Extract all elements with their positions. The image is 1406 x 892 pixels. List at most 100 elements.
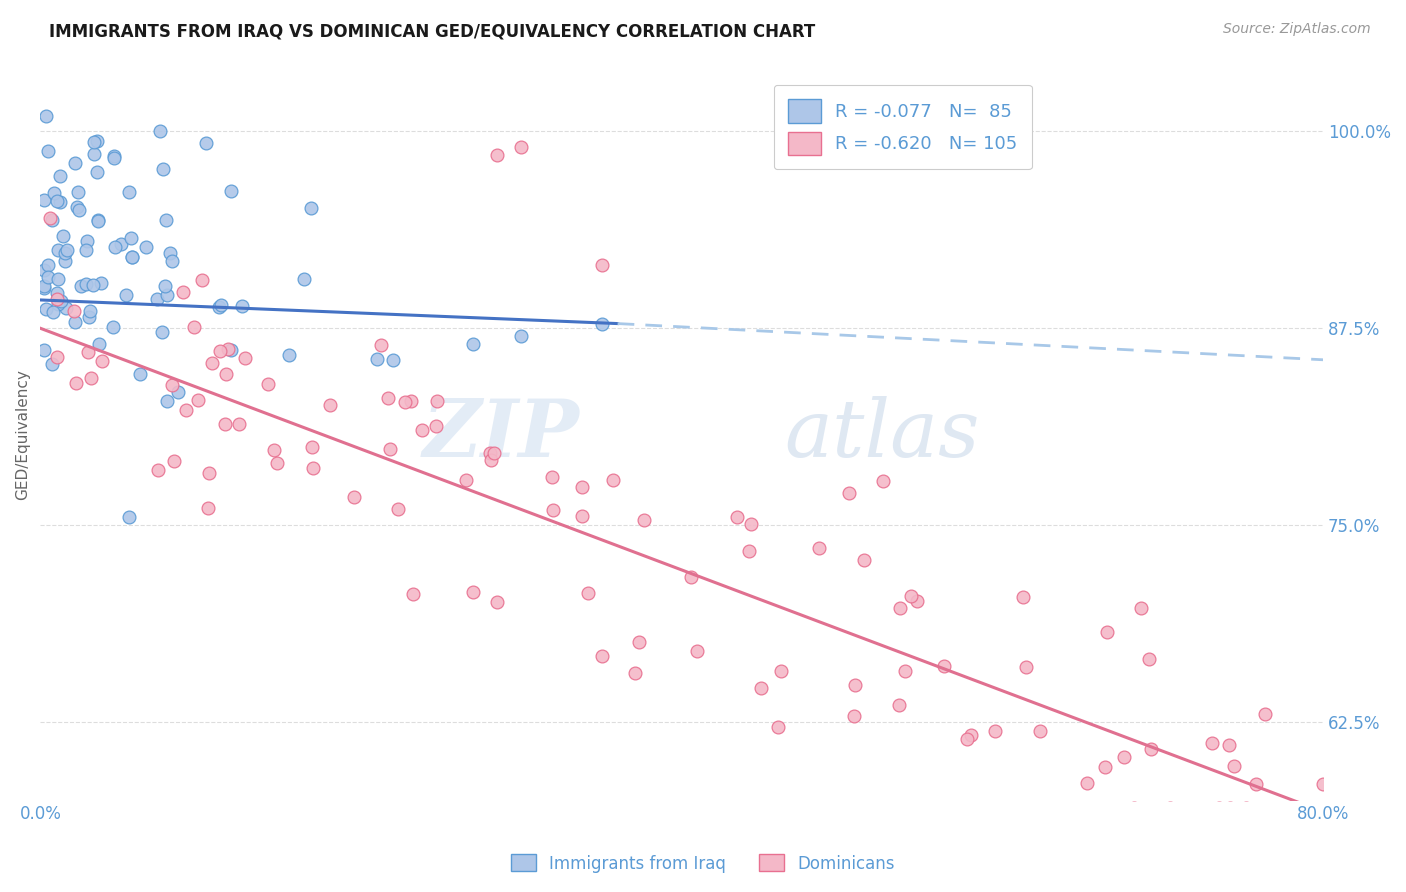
Point	[32, 193, 55, 207]
Point	[32, 343, 55, 357]
Point	[49, 169, 72, 184]
Point	[63, 314, 86, 328]
Point	[66, 201, 89, 215]
Point	[1244, 776, 1267, 790]
Text: IMMIGRANTS FROM IRAQ VS DOMINICAN GED/EQUIVALENCY CORRELATION CHART: IMMIGRANTS FROM IRAQ VS DOMINICAN GED/EQ…	[49, 22, 815, 40]
Point	[156, 287, 179, 301]
Point	[46, 244, 69, 258]
Point	[51, 293, 73, 308]
Point	[208, 301, 231, 315]
Point	[411, 423, 433, 437]
Legend: Immigrants from Iraq, Dominicans: Immigrants from Iraq, Dominicans	[505, 847, 901, 880]
Point	[219, 343, 242, 358]
Point	[399, 393, 422, 408]
Point	[425, 418, 447, 433]
Point	[172, 285, 194, 299]
Point	[426, 393, 449, 408]
Point	[301, 461, 323, 475]
Point	[183, 320, 205, 334]
Point	[377, 391, 399, 405]
Point	[628, 635, 651, 649]
Point	[76, 234, 98, 248]
Point	[86, 134, 108, 148]
Point	[1029, 723, 1052, 738]
Point	[319, 398, 342, 412]
Point	[153, 278, 176, 293]
Point	[77, 345, 100, 359]
Point	[905, 593, 928, 607]
Point	[960, 728, 983, 742]
Point	[299, 202, 322, 216]
Point	[45, 285, 67, 300]
Point	[1114, 750, 1136, 764]
Point	[120, 231, 142, 245]
Point	[51, 228, 73, 243]
Point	[55, 246, 77, 260]
Point	[53, 254, 76, 268]
Point	[117, 510, 139, 524]
Point	[117, 186, 139, 200]
Point	[42, 186, 65, 200]
Point	[87, 337, 110, 351]
Point	[75, 244, 97, 258]
Point	[46, 272, 69, 286]
Point	[35, 109, 58, 123]
Point	[292, 272, 315, 286]
Point	[46, 293, 69, 307]
Point	[1094, 760, 1116, 774]
Point	[956, 731, 979, 746]
Point	[461, 585, 484, 599]
Point	[67, 202, 90, 217]
Point	[82, 277, 104, 292]
Point	[156, 394, 179, 409]
Point	[194, 136, 217, 150]
Point	[197, 500, 219, 515]
Point	[41, 357, 63, 371]
Point	[160, 378, 183, 392]
Point	[749, 681, 772, 695]
Point	[1234, 801, 1257, 815]
Point	[1076, 776, 1098, 790]
Point	[174, 403, 197, 417]
Point	[591, 258, 613, 272]
Point	[740, 516, 762, 531]
Point	[686, 643, 709, 657]
Point	[77, 310, 100, 325]
Point	[32, 263, 55, 277]
Point	[602, 473, 624, 487]
Point	[541, 503, 564, 517]
Point	[37, 145, 59, 159]
Point	[214, 417, 236, 432]
Point	[808, 541, 831, 555]
Point	[159, 246, 181, 260]
Point	[844, 678, 866, 692]
Point	[91, 353, 114, 368]
Point	[872, 474, 894, 488]
Point	[75, 277, 97, 291]
Point	[934, 659, 956, 673]
Point	[479, 446, 502, 460]
Point	[485, 595, 508, 609]
Text: ZIP: ZIP	[422, 396, 579, 474]
Point	[540, 470, 562, 484]
Point	[1159, 801, 1181, 815]
Point	[1014, 660, 1036, 674]
Point	[454, 473, 477, 487]
Point	[86, 165, 108, 179]
Point	[190, 272, 212, 286]
Point	[152, 162, 174, 177]
Point	[571, 480, 593, 494]
Point	[394, 394, 416, 409]
Point	[208, 343, 231, 358]
Point	[1129, 600, 1152, 615]
Point	[32, 278, 55, 293]
Point	[766, 720, 789, 734]
Point	[889, 601, 911, 615]
Point	[219, 184, 242, 198]
Point	[370, 338, 392, 352]
Point	[228, 417, 250, 432]
Point	[187, 392, 209, 407]
Point	[135, 240, 157, 254]
Legend: R = -0.077   N=  85, R = -0.620   N= 105: R = -0.077 N= 85, R = -0.620 N= 105	[773, 85, 1032, 169]
Point	[48, 194, 70, 209]
